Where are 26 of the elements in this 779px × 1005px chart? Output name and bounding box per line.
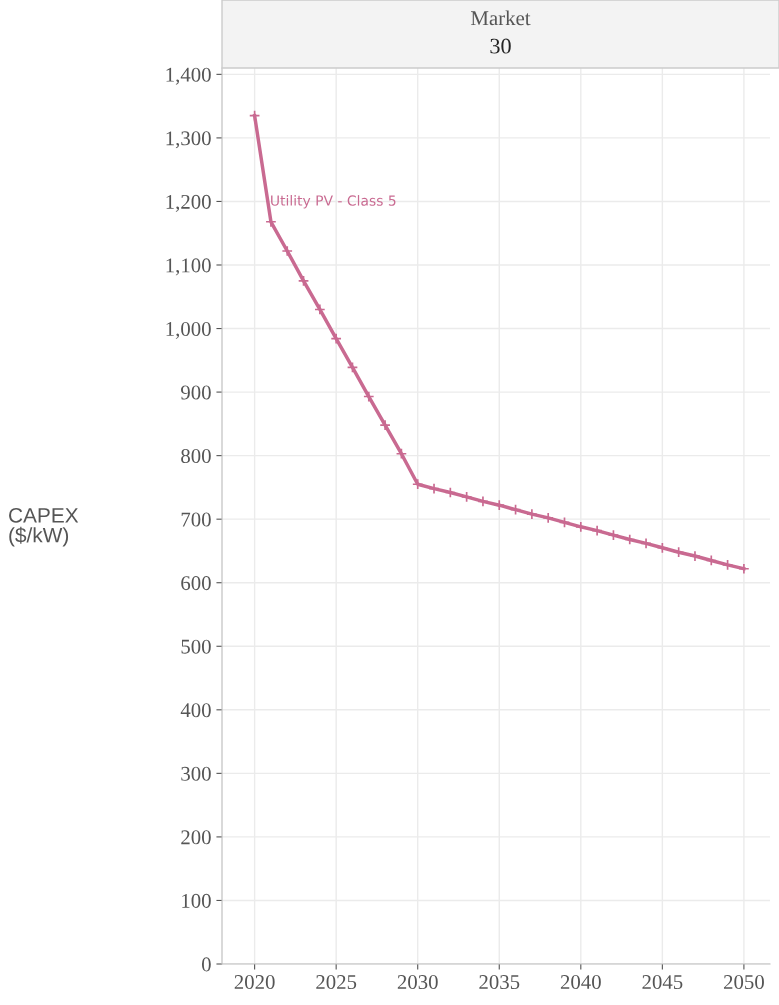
y-tick-label: 600	[181, 576, 211, 591]
chart-subtitle: 30	[490, 38, 511, 54]
y-tick-label: 500	[181, 639, 211, 654]
y-tick-label: 300	[181, 766, 211, 781]
chart-title: Market	[471, 10, 531, 26]
y-tick-label: 0	[201, 957, 211, 972]
y-tick-label: 1,200	[166, 194, 211, 212]
y-tick-label: 1,100	[166, 258, 211, 276]
y-tick-label: 700	[181, 512, 211, 527]
x-tick-label: 2020	[234, 975, 275, 990]
x-tick-label: 2035	[479, 975, 520, 990]
y-tick-label: 800	[181, 449, 211, 464]
series-label: Utility PV - Class 5	[271, 195, 396, 209]
y-tick-label: 1,000	[166, 321, 211, 339]
x-tick-label: 2040	[560, 975, 601, 990]
y-tick-label: 100	[182, 893, 211, 908]
x-tick-label: 2025	[316, 975, 357, 990]
y-tick-label: 1,400	[166, 67, 211, 85]
y-tick-label: 400	[180, 703, 211, 718]
y-axis-title: CAPEX ($/kW)	[9, 507, 79, 547]
x-tick-label: 2050	[723, 975, 764, 990]
y-tick-label: 900	[181, 385, 211, 400]
y-tick-label: 1,300	[166, 131, 211, 149]
y-tick-label: 200	[181, 830, 211, 845]
x-tick-label: 2045	[642, 975, 683, 990]
x-tick-label: 2030	[397, 975, 438, 990]
